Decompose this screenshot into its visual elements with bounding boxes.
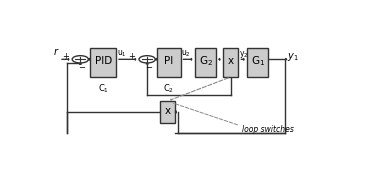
Text: C$_2$: C$_2$	[164, 82, 174, 95]
Text: u$_2$: u$_2$	[182, 49, 191, 59]
Text: G$_2$: G$_2$	[198, 54, 213, 68]
FancyBboxPatch shape	[160, 101, 176, 123]
Circle shape	[139, 56, 155, 63]
Text: G$_1$: G$_1$	[251, 54, 265, 68]
FancyBboxPatch shape	[223, 48, 238, 77]
Text: +: +	[62, 52, 69, 61]
Text: PI: PI	[164, 56, 174, 66]
Text: x: x	[165, 106, 171, 116]
FancyBboxPatch shape	[248, 48, 268, 77]
FancyBboxPatch shape	[195, 48, 216, 77]
Text: +: +	[129, 52, 135, 61]
Text: u$_1$: u$_1$	[117, 49, 127, 59]
Text: r: r	[54, 47, 58, 57]
Text: loop switches: loop switches	[242, 125, 294, 134]
Text: −: −	[145, 64, 152, 73]
Text: y$_2$: y$_2$	[239, 49, 249, 60]
Text: y$_1$: y$_1$	[286, 51, 298, 63]
Circle shape	[72, 56, 88, 63]
Text: PID: PID	[94, 56, 112, 66]
Text: x: x	[228, 56, 234, 66]
FancyBboxPatch shape	[90, 48, 116, 77]
Text: −: −	[78, 64, 85, 73]
FancyBboxPatch shape	[158, 48, 181, 77]
Text: C$_1$: C$_1$	[98, 82, 109, 95]
